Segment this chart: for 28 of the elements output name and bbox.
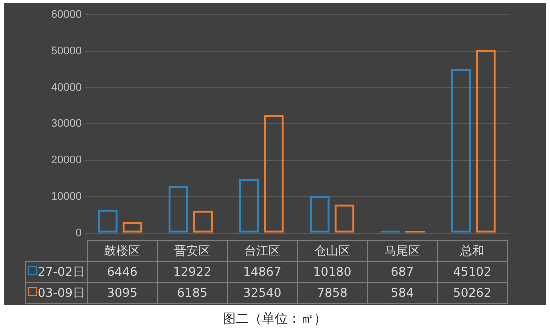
x-tick-label: 鼓楼区 <box>88 240 158 262</box>
y-tick-label: 10000 <box>51 191 82 204</box>
data-label: 50262 <box>438 282 508 304</box>
data-label: 45102 <box>438 262 508 282</box>
data-label: 6446 <box>88 262 158 282</box>
data-label: 6185 <box>158 282 228 304</box>
x-tick-label: 台江区 <box>228 240 298 262</box>
y-tick-label: 50000 <box>51 45 82 58</box>
y-tick-label: 20000 <box>51 154 82 167</box>
x-tick-label: 仓山区 <box>298 240 368 262</box>
data-label: 10180 <box>298 262 368 282</box>
data-label: 687 <box>368 262 438 282</box>
legend-label: 27-02日 <box>26 262 88 282</box>
data-label: 584 <box>368 282 438 304</box>
legend-label: 03-09日 <box>26 282 88 304</box>
x-tick-label: 晋安区 <box>158 240 228 262</box>
x-tick-label: 马尾区 <box>368 240 438 262</box>
data-label: 12922 <box>158 262 228 282</box>
data-label: 3095 <box>88 282 158 304</box>
data-label: 32540 <box>228 282 298 304</box>
x-tick-label: 总和 <box>438 240 508 262</box>
data-label: 7858 <box>298 282 368 304</box>
y-tick-label: 30000 <box>51 118 82 130</box>
y-tick-label: 40000 <box>51 82 82 94</box>
data-label: 14867 <box>228 262 298 282</box>
y-tick-label: 60000 <box>51 9 82 22</box>
y-tick-label: 0 <box>76 227 82 240</box>
text: 图二（单位：㎡） <box>222 311 328 328</box>
